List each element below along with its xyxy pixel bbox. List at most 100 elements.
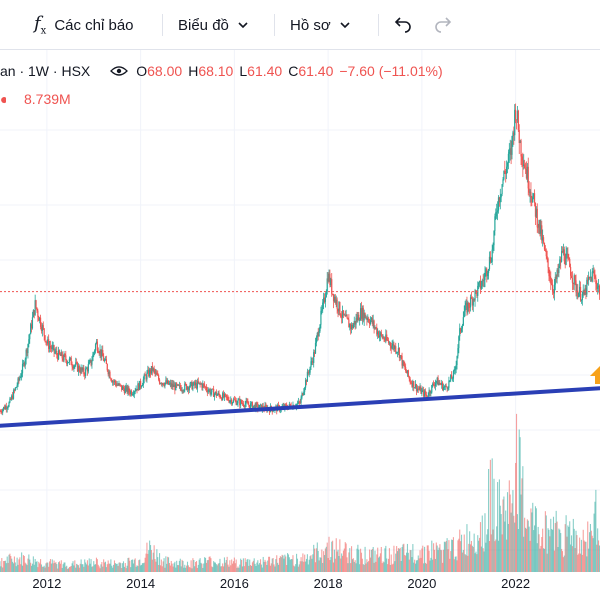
eye-icon[interactable] bbox=[110, 65, 129, 77]
volume-bar bbox=[518, 429, 520, 572]
candle-body bbox=[506, 162, 509, 167]
candle-body bbox=[85, 368, 87, 376]
candle-body bbox=[558, 266, 560, 273]
volume-bar bbox=[134, 558, 136, 572]
candle-body bbox=[460, 328, 462, 332]
trendline bbox=[0, 386, 600, 428]
volume-bar bbox=[17, 564, 19, 572]
volume-bar bbox=[185, 567, 187, 572]
volume-bar bbox=[147, 553, 149, 572]
symbol-label[interactable]: an · 1W · HSX bbox=[0, 63, 91, 79]
volume-bar bbox=[127, 557, 129, 572]
volume-bar bbox=[213, 562, 216, 572]
volume-bar bbox=[289, 559, 291, 572]
volume-bar bbox=[82, 564, 84, 572]
volume-bar bbox=[415, 560, 418, 572]
candle-body bbox=[425, 394, 427, 396]
volume-bar bbox=[368, 560, 370, 572]
candle-body bbox=[364, 312, 366, 318]
volume-bar bbox=[380, 546, 382, 572]
candle-body bbox=[525, 168, 528, 179]
candle-body bbox=[455, 365, 457, 370]
candle-body bbox=[84, 374, 86, 376]
candle-body bbox=[298, 401, 300, 403]
volume-bar bbox=[562, 557, 564, 572]
volume-bar bbox=[583, 540, 585, 572]
candle-body bbox=[492, 245, 494, 250]
candle-body bbox=[237, 400, 239, 404]
redo-button[interactable] bbox=[434, 0, 454, 50]
undo-button[interactable] bbox=[392, 0, 412, 50]
volume-bar bbox=[276, 555, 278, 572]
candle-body bbox=[487, 268, 490, 274]
time-axis-label: 2012 bbox=[32, 576, 62, 591]
volume-bar bbox=[330, 557, 332, 572]
candle-body bbox=[190, 381, 192, 383]
volume-bar bbox=[352, 558, 354, 572]
volume-bar bbox=[12, 561, 14, 572]
volume-bar bbox=[124, 563, 126, 572]
volume-bar bbox=[404, 554, 406, 572]
chart-type-button[interactable]: Biểu đồ bbox=[178, 0, 249, 50]
volume-bar bbox=[104, 561, 107, 572]
volume-bar bbox=[217, 563, 219, 572]
candle-body bbox=[431, 385, 433, 393]
volume-bar bbox=[501, 534, 503, 572]
candle-body bbox=[596, 283, 598, 289]
volume-bar bbox=[58, 562, 60, 572]
candle-body bbox=[394, 346, 396, 349]
volume-bar bbox=[488, 468, 490, 572]
candle-body bbox=[524, 164, 526, 169]
volume-bar bbox=[49, 561, 51, 572]
candle-body bbox=[90, 359, 92, 365]
candle-body bbox=[240, 400, 243, 404]
candle-body bbox=[490, 261, 492, 263]
candle-body bbox=[191, 381, 193, 390]
candle-body bbox=[74, 365, 76, 367]
volume-bar bbox=[246, 559, 248, 572]
volume-bar bbox=[519, 437, 521, 572]
candle-body bbox=[105, 359, 107, 364]
volume-bar bbox=[310, 555, 312, 572]
candle-body bbox=[251, 402, 254, 409]
candle-body bbox=[310, 361, 312, 368]
indicators-button[interactable]: fx Các chỉ báo bbox=[34, 0, 134, 50]
indicators-label: Các chỉ báo bbox=[54, 16, 134, 34]
candle-body bbox=[165, 380, 167, 383]
volume-bar bbox=[485, 542, 487, 572]
candle-body bbox=[544, 249, 546, 251]
candle-body bbox=[143, 374, 145, 380]
volume-bar bbox=[328, 536, 330, 572]
candle-body bbox=[411, 383, 413, 387]
volume-bar bbox=[160, 559, 162, 572]
volume-bar bbox=[211, 566, 213, 572]
low-label: L bbox=[239, 63, 248, 79]
change-value: −7.60 (−11.01%) bbox=[339, 63, 443, 79]
candle-body bbox=[268, 409, 271, 413]
volume-bar bbox=[175, 567, 177, 572]
time-axis-label: 2016 bbox=[219, 576, 249, 591]
volume-bar bbox=[73, 565, 75, 572]
candle-body bbox=[177, 384, 180, 386]
candle-body bbox=[213, 388, 215, 397]
candle-body bbox=[158, 379, 161, 384]
candle-body bbox=[4, 406, 7, 410]
candle-body bbox=[167, 380, 169, 384]
candle-body bbox=[436, 377, 438, 382]
volume-eye-icon[interactable]: ● bbox=[0, 91, 6, 107]
volume-bar bbox=[305, 561, 307, 572]
profile-button[interactable]: Hồ sơ bbox=[290, 0, 351, 50]
volume-bar bbox=[351, 559, 354, 572]
candle-body bbox=[116, 384, 118, 386]
candle-body bbox=[80, 367, 82, 373]
candle-body bbox=[517, 110, 519, 131]
candle-body bbox=[522, 160, 524, 167]
candle-body bbox=[176, 384, 179, 386]
volume-bar bbox=[552, 516, 555, 572]
volume-bar bbox=[377, 547, 379, 572]
candle-body bbox=[339, 302, 341, 315]
volume-bar bbox=[184, 564, 186, 572]
volume-bar bbox=[396, 551, 399, 572]
price-chart[interactable] bbox=[0, 50, 600, 600]
volume-bar bbox=[170, 560, 172, 572]
